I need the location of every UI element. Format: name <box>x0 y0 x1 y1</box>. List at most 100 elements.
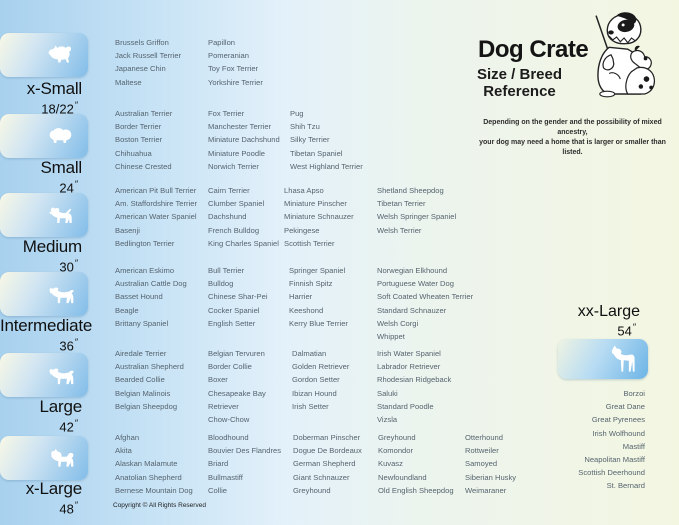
breed-item: Whippet <box>377 332 405 342</box>
breed-item: Neapolitan Mastiff <box>584 455 645 465</box>
breed-item: Borzoi <box>623 389 645 398</box>
breed-item: Weimaraner <box>465 485 507 495</box>
breed-item: Japanese Chin <box>115 64 166 74</box>
breed-item: Rottweiler <box>465 446 499 456</box>
breed-item: Brittany Spaniel <box>115 318 169 328</box>
breed-item: Chesapeake Bay Retriever <box>208 388 266 411</box>
inch-mark: ″ <box>74 418 78 428</box>
breed-item: Rhodesian Ridgeback <box>377 375 452 385</box>
breed-item: Bernese Mountain Dog <box>115 485 193 495</box>
size-tile-large <box>0 353 88 397</box>
breed-item: Portuguese Water Dog <box>377 279 454 289</box>
breed-item: Welsh Corgi <box>377 318 419 328</box>
breed-item: Am. Staffordshire Terrier <box>115 199 198 209</box>
breed-item: Chow-Chow <box>208 415 250 425</box>
breed-item: Kerry Blue Terrier <box>289 318 348 328</box>
breed-item: Toy Fox Terrier <box>208 64 259 74</box>
breed-item: Beagle <box>115 305 139 315</box>
breed-item: Jack Russell Terrier <box>115 51 182 61</box>
breed-item: Norwegian Elkhound <box>377 266 448 275</box>
breed-column: Brussels Griffon Jack Russell Terrier Japa… <box>115 36 181 89</box>
ancestry-note: Depending on the gender and the possibil… <box>470 118 675 158</box>
breed-item: Chinese Crested <box>115 161 172 171</box>
size-dimension: 42″ <box>59 418 78 435</box>
size-label-medium: Medium 30″ <box>0 237 88 274</box>
pomeranian-silhouette-icon <box>48 45 72 63</box>
size-label-large: Large 42″ <box>0 397 88 434</box>
size-name: Intermediate <box>0 316 93 335</box>
size-tile-medium <box>0 193 88 237</box>
great-dane-silhouette-icon <box>611 345 635 372</box>
shih-tzu-silhouette-icon <box>49 128 72 143</box>
breed-item: Great Pyrenees <box>591 415 645 425</box>
breed-item: St. Bernard <box>606 481 645 491</box>
retriever-silhouette-icon <box>49 368 74 385</box>
breed-item: Vizsla <box>377 415 398 425</box>
size-dimension: 36″ <box>59 337 78 354</box>
breed-column: Springer Spaniel Finnish Spitz Harrier Kees… <box>289 264 348 330</box>
breed-column: Belgian Tervuren Border Collie Boxer Chesap… <box>208 347 288 426</box>
breed-column: Papillon Pomeranian Toy Fox Terrier Yorkshi… <box>208 36 263 89</box>
breed-item: Old English Sheepdog <box>378 485 454 495</box>
size-label-x-small: x-Small 18/22″ <box>0 79 88 116</box>
breed-item: Cairn Terrier <box>208 186 250 195</box>
size-name: Small <box>40 158 82 177</box>
breed-item: Manchester Terrier <box>208 122 272 132</box>
size-dimension: 24″ <box>59 179 78 196</box>
breed-item: Samoyed <box>465 459 498 469</box>
breed-item: Scottish Terrier <box>284 238 335 248</box>
size-tile-xx-large <box>558 339 648 379</box>
breed-item: Otterhound <box>465 433 503 442</box>
breed-item: Norwich Terrier <box>208 161 259 171</box>
breed-item: American Eskimo <box>115 266 175 275</box>
breed-item: King Charles Spaniel <box>208 238 279 248</box>
size-name: xx-Large <box>577 303 640 320</box>
breed-item: Australian Cattle Dog <box>115 279 187 289</box>
breed-item: American Pit Bull Terrier <box>115 186 197 195</box>
breed-column: Irish Water Spaniel Labrador Retriever Rho… <box>377 347 451 426</box>
breed-item: Akita <box>115 446 132 456</box>
breed-item: Bedlington Terrier <box>115 238 175 248</box>
breed-item: Afghan <box>115 433 140 442</box>
breed-item: Chihuahua <box>115 148 152 158</box>
breed-item: Keeshond <box>289 305 324 315</box>
size-name: Medium <box>22 237 82 256</box>
breed-item: Miniature Schnauzer <box>284 212 354 222</box>
breed-column: Norwegian Elkhound Portuguese Water Dog So… <box>377 264 473 343</box>
breed-column: Bloodhound Bouvier Des Flandres Briard Bull… <box>208 431 281 497</box>
breed-item: Clumber Spaniel <box>208 199 265 209</box>
breed-item: Shih Tzu <box>290 122 320 132</box>
subtitle-line-2: Reference <box>483 83 556 100</box>
breed-item: Scottish Deerhound <box>578 468 645 478</box>
breed-column: Greyhound Komondor Kuvasz Newfoundland Old E… <box>378 431 454 497</box>
breed-item: Mastiff <box>622 441 645 451</box>
breed-column: Fox Terrier Manchester Terrier Miniature D… <box>208 107 280 173</box>
inch-mark: ″ <box>74 337 78 347</box>
breed-item: Dachshund <box>208 212 247 222</box>
breed-item: Pomeranian <box>208 51 249 61</box>
breed-column: Shetland Sheepdog Tibetan Terrier Welsh Sp… <box>377 184 456 237</box>
size-dimension: 48″ <box>59 500 78 517</box>
breed-item: Soft Coated Wheaten Terrier <box>377 292 474 302</box>
breed-item: Bullmastiff <box>208 472 243 482</box>
breed-column: American Pit Bull Terrier Am. Staffordshi… <box>115 184 197 250</box>
breed-item: Greyhound <box>378 433 416 442</box>
size-dimension: 30″ <box>59 258 78 275</box>
breed-item: Lhasa Apso <box>284 186 324 195</box>
breed-item: Border Collie <box>208 362 252 372</box>
breed-item: Kuvasz <box>378 459 403 469</box>
breed-item: Boxer <box>208 375 228 385</box>
breed-item: Bouvier Des Flandres <box>208 446 282 456</box>
size-tile-small <box>0 114 88 158</box>
breed-item: Basset Hound <box>115 292 163 302</box>
breed-item: Irish Wolfhound <box>592 428 645 438</box>
breed-column: Afghan Akita Alaskan Malamute Anatolian She… <box>115 431 193 497</box>
breed-column: Pug Shih Tzu Silky Terrier Tibetan Spaniel W… <box>290 107 363 173</box>
breed-item: Bearded Collie <box>115 375 165 385</box>
breed-item: Doberman Pinscher <box>293 433 361 442</box>
breed-item: Newfoundland <box>378 472 427 482</box>
breed-item: Siberian Husky <box>465 472 517 482</box>
breed-item: Collie <box>208 485 227 495</box>
copyright-notice: Copyright © All Rights Reserved <box>113 502 206 509</box>
breed-item: Miniature Poodle <box>208 148 265 158</box>
